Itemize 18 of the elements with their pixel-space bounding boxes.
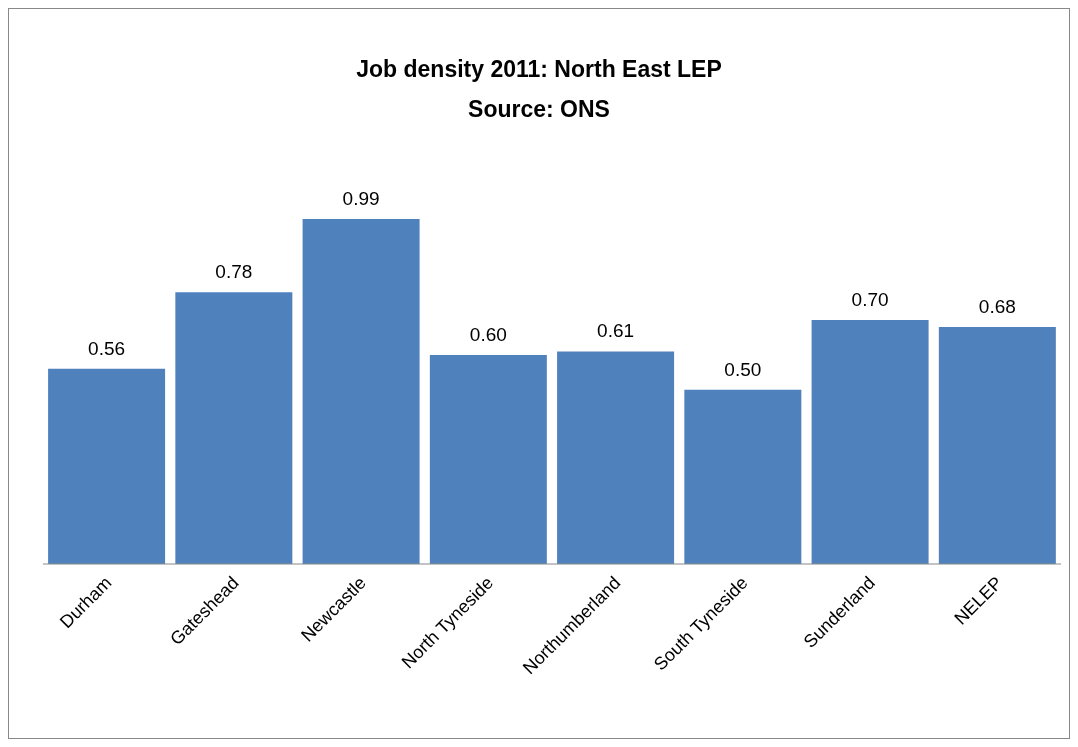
bar [557, 351, 675, 564]
data-label: 0.56 [88, 337, 126, 359]
bar [684, 389, 802, 564]
chart-subtitle: Source: ONS [467, 95, 611, 124]
data-label: 0.99 [342, 188, 380, 209]
data-label: 0.50 [724, 358, 762, 380]
data-label: 0.60 [469, 323, 507, 345]
data-label: 0.78 [215, 261, 253, 283]
data-label: 0.68 [978, 296, 1016, 318]
bar [811, 320, 929, 564]
bar [175, 292, 293, 564]
bar [938, 327, 1056, 564]
bar [48, 368, 166, 564]
chart-title: Job density 2011: North East LEP [355, 55, 723, 84]
data-label: 0.61 [597, 320, 635, 342]
bar [429, 354, 547, 564]
bar [302, 219, 420, 564]
data-label: 0.70 [851, 289, 889, 311]
